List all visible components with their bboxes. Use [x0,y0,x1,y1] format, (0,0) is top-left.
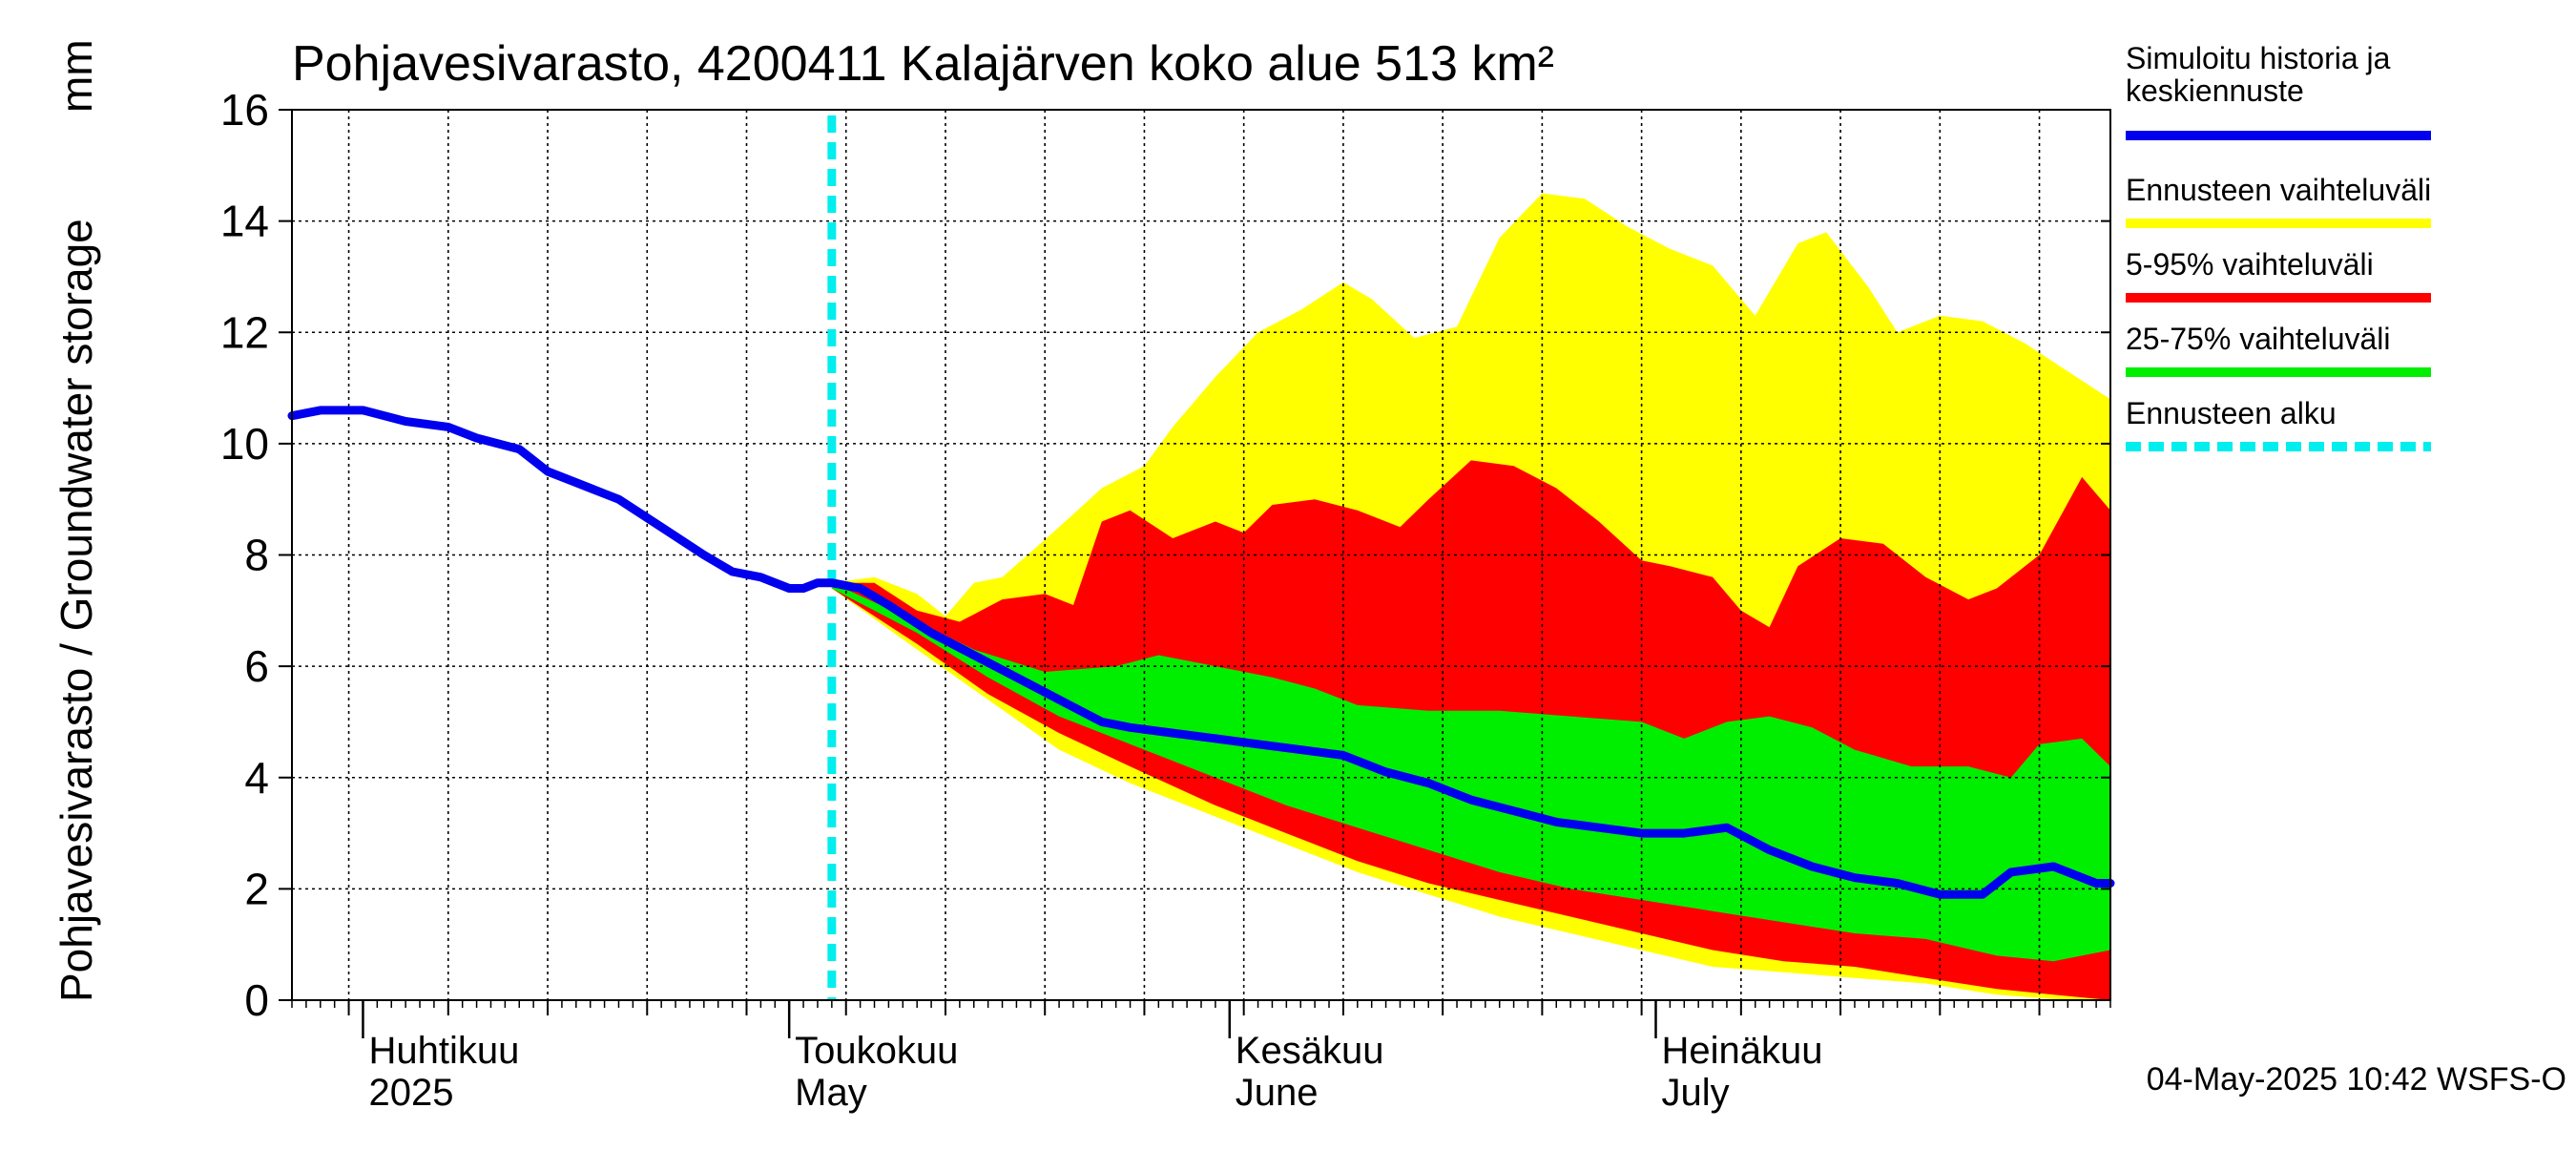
chart-title: Pohjavesivarasto, 4200411 Kalajärven kok… [292,36,1554,92]
y-tick-label: 0 [244,975,269,1025]
legend-label: Simuloitu historia ja [2126,41,2391,75]
timestamp: 04-May-2025 10:42 WSFS-O [2147,1061,2566,1098]
legend-label: 25-75% vaihteluväli [2126,322,2391,356]
y-axis-label: Pohjavesivarasto / Groundwater storage [52,219,101,1002]
x-month-label-en: June [1236,1072,1319,1114]
y-tick-label: 8 [244,531,269,580]
y-axis-unit: mm [52,39,101,113]
y-tick-label: 12 [220,307,269,357]
legend-label: keskiennuste [2126,73,2304,108]
grid-layer [292,110,2110,1000]
x-month-label-fi: Toukokuu [795,1030,958,1072]
x-month-label-fi: Huhtikuu [368,1030,519,1072]
band-p25_75 [831,582,2110,962]
bands-layer [831,193,2110,1000]
legend-label: Ennusteen alku [2126,396,2337,430]
median-line [287,406,2115,899]
legend-label: Ennusteen vaihteluväli [2126,173,2431,207]
y-tick-label: 4 [244,753,269,803]
x-month-label-fi: Heinäkuu [1662,1030,1823,1072]
y-tick-label: 6 [244,641,269,691]
legend-label: 5-95% vaihteluväli [2126,247,2374,282]
y-tick-label: 14 [220,197,269,246]
x-month-label-en: May [795,1072,867,1114]
x-month-label-en: July [1662,1072,1730,1114]
lines-layer [287,115,2115,1000]
y-tick-label: 10 [220,419,269,469]
y-tick-label: 2 [244,864,269,913]
y-tick-label: 16 [220,85,269,135]
x-month-label-fi: Kesäkuu [1236,1030,1384,1072]
x-month-label-en: 2025 [368,1072,453,1114]
